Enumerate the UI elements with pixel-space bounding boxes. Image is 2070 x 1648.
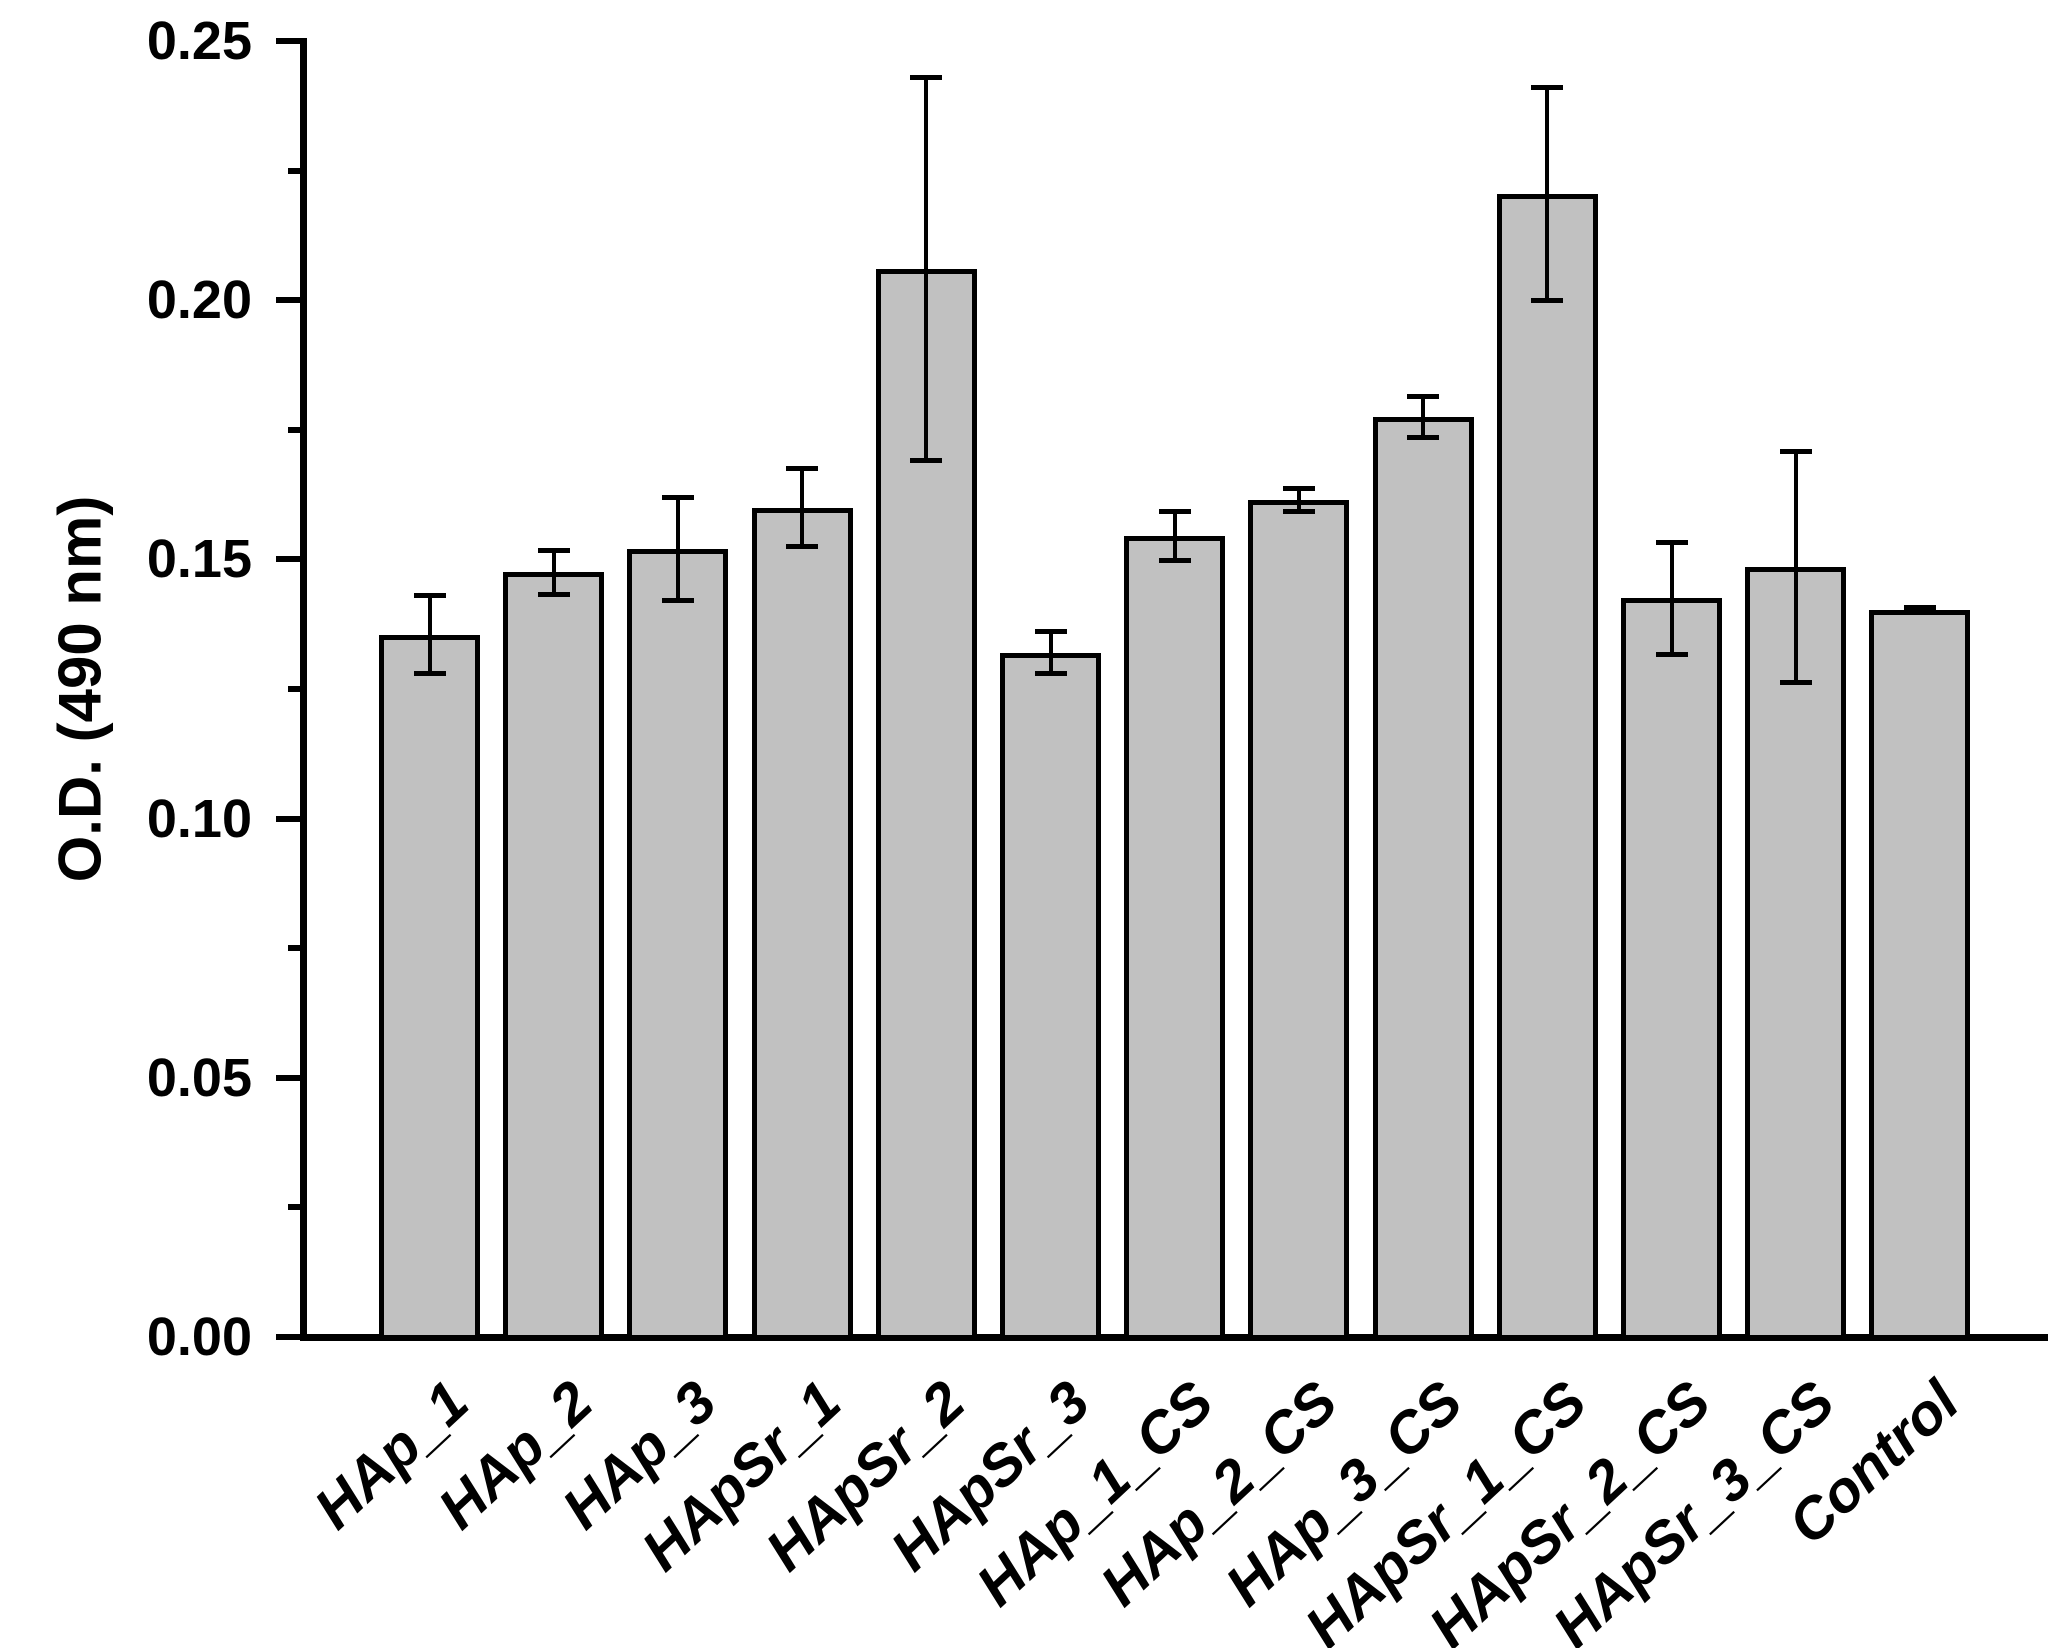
error-bar-cap-top <box>413 593 446 599</box>
y-major-tick <box>276 297 303 304</box>
error-bar-cap-bottom <box>1034 670 1067 676</box>
error-bar-cap-bottom <box>1158 557 1191 563</box>
error-bar-cap-top <box>1158 509 1191 515</box>
bar-HAp_2_CS <box>1248 499 1350 1340</box>
error-bar-line <box>1545 87 1550 301</box>
error-bar-line <box>551 550 556 595</box>
bar-HApSr_2_CS <box>1621 598 1722 1340</box>
error-bar-line <box>800 468 805 547</box>
y-tick-label: 0.25 <box>146 11 252 71</box>
error-bar-cap-bottom <box>661 598 694 604</box>
y-minor-tick <box>288 167 303 174</box>
error-bar-cap-top <box>1531 85 1564 91</box>
y-major-tick <box>276 1074 303 1081</box>
y-minor-tick <box>288 1204 303 1211</box>
error-bar-cap-top <box>537 548 570 554</box>
error-bar-cap-bottom <box>1531 297 1564 303</box>
error-bar-cap-top <box>910 74 943 80</box>
error-bar-cap-top <box>1034 629 1067 635</box>
y-major-tick <box>276 556 303 563</box>
error-bar-cap-top <box>661 494 694 500</box>
error-bar-line <box>1793 451 1798 683</box>
error-bar-cap-bottom <box>537 591 570 597</box>
error-bar-line <box>1421 396 1426 438</box>
error-bar-line <box>1172 511 1177 561</box>
bar-HApSr_3_CS <box>1745 567 1847 1340</box>
error-bar-cap-bottom <box>1779 680 1812 686</box>
y-tick-label: 0.00 <box>146 1307 252 1367</box>
error-bar-line <box>675 497 680 601</box>
error-bar-line <box>1296 488 1301 512</box>
error-bar-cap-top <box>1407 393 1440 399</box>
bar-Control <box>1869 610 1971 1340</box>
error-bar-line <box>427 595 432 674</box>
error-bar-line <box>1048 631 1053 674</box>
error-bar-cap-bottom <box>1903 610 1936 616</box>
y-axis-line <box>299 38 307 1341</box>
y-axis-title: O.D. (490 nm) <box>46 495 114 883</box>
error-bar-line <box>1917 607 1922 613</box>
bar-HApSr_1_CS <box>1496 193 1598 1340</box>
error-bar-cap-top <box>1655 539 1688 545</box>
y-major-tick <box>276 38 303 44</box>
error-bar-cap-bottom <box>413 670 446 676</box>
bar-HAp_3 <box>627 549 729 1340</box>
y-tick-label: 0.10 <box>146 788 252 849</box>
y-major-tick <box>276 1334 303 1340</box>
bar-HAp_1_CS <box>1124 536 1226 1340</box>
bar-HApSr_3 <box>1000 652 1101 1340</box>
bar-HAp_3_CS <box>1372 416 1474 1340</box>
error-bar-cap-top <box>1779 449 1812 455</box>
y-major-tick <box>276 815 303 822</box>
bar-HAp_2 <box>503 572 605 1340</box>
error-bar-cap-top <box>786 466 819 472</box>
y-minor-tick <box>288 945 303 952</box>
error-bar-line <box>924 77 929 461</box>
y-tick-label: 0.20 <box>146 270 252 331</box>
error-bar-cap-bottom <box>1282 508 1315 514</box>
error-bar-cap-top <box>1903 605 1936 611</box>
error-bar-cap-top <box>1282 485 1315 491</box>
error-bar-cap-bottom <box>786 543 819 549</box>
error-bar-line <box>1669 542 1674 655</box>
y-minor-tick <box>288 426 303 433</box>
y-tick-label: 0.15 <box>146 529 252 590</box>
error-bar-cap-bottom <box>910 458 943 464</box>
error-bar-cap-bottom <box>1655 651 1688 657</box>
error-bar-cap-bottom <box>1407 435 1440 441</box>
bar-HAp_1 <box>379 634 480 1340</box>
y-tick-label: 0.05 <box>146 1047 252 1108</box>
y-minor-tick <box>288 686 303 692</box>
bar-HApSr_1 <box>751 507 853 1340</box>
